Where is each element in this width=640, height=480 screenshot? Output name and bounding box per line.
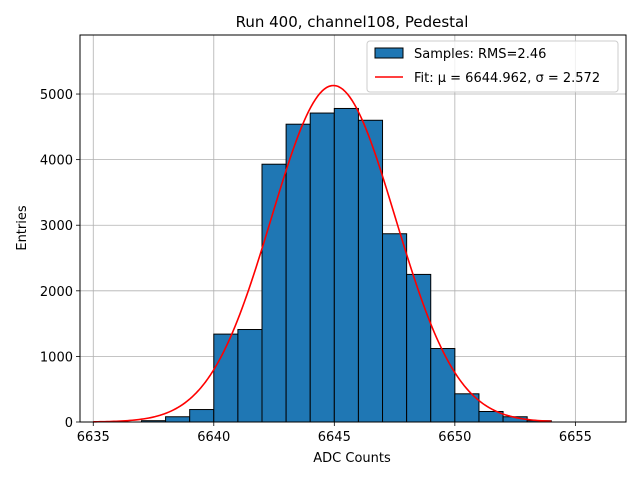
legend: Samples: RMS=2.46 Fit: μ = 6644.962, σ =… [366, 40, 619, 93]
legend-label-histogram: Samples: RMS=2.46 [414, 47, 546, 62]
histogram-bar [261, 163, 287, 423]
histogram-bar [406, 273, 432, 423]
y-tick-label: 1000 [40, 350, 73, 365]
x-tick-label: 6655 [559, 430, 592, 445]
histogram-bar [357, 119, 384, 423]
histogram-bar [165, 416, 191, 423]
legend-box [366, 40, 619, 93]
y-axis-ticks: 0 1000 2000 3000 4000 5000 [40, 88, 80, 431]
y-tick-label: 4000 [40, 154, 73, 169]
x-axis-label: ADC Counts [313, 451, 391, 466]
x-tick-label: 6650 [438, 430, 471, 445]
fit-curve [93, 84, 552, 423]
histogram-bar [309, 112, 335, 423]
x-axis-ticks: 6635 6640 6645 6650 6655 [77, 422, 592, 445]
histogram-bar [430, 348, 456, 423]
axes-frame [79, 34, 627, 423]
histogram-bar [454, 393, 480, 423]
x-tick-label: 6645 [318, 430, 351, 445]
histogram-bars [140, 107, 552, 423]
x-tick-label: 6635 [77, 430, 110, 445]
histogram-bar [189, 409, 215, 423]
legend-label-fit: Fit: μ = 6644.962, σ = 2.572 [414, 71, 600, 86]
x-tick-label: 6640 [197, 430, 230, 445]
y-tick-label: 2000 [40, 285, 73, 300]
histogram-bar [333, 107, 359, 423]
y-tick-label: 0 [65, 416, 73, 431]
chart-title: Run 400, channel108, Pedestal [236, 13, 469, 31]
y-tick-label: 3000 [40, 219, 73, 234]
histogram-bar [237, 329, 263, 423]
y-axis-label: Entries [15, 205, 30, 251]
legend-swatch-histogram [374, 47, 404, 59]
histogram-bar [285, 123, 311, 423]
histogram-bar [382, 233, 408, 423]
y-tick-label: 5000 [40, 88, 73, 103]
